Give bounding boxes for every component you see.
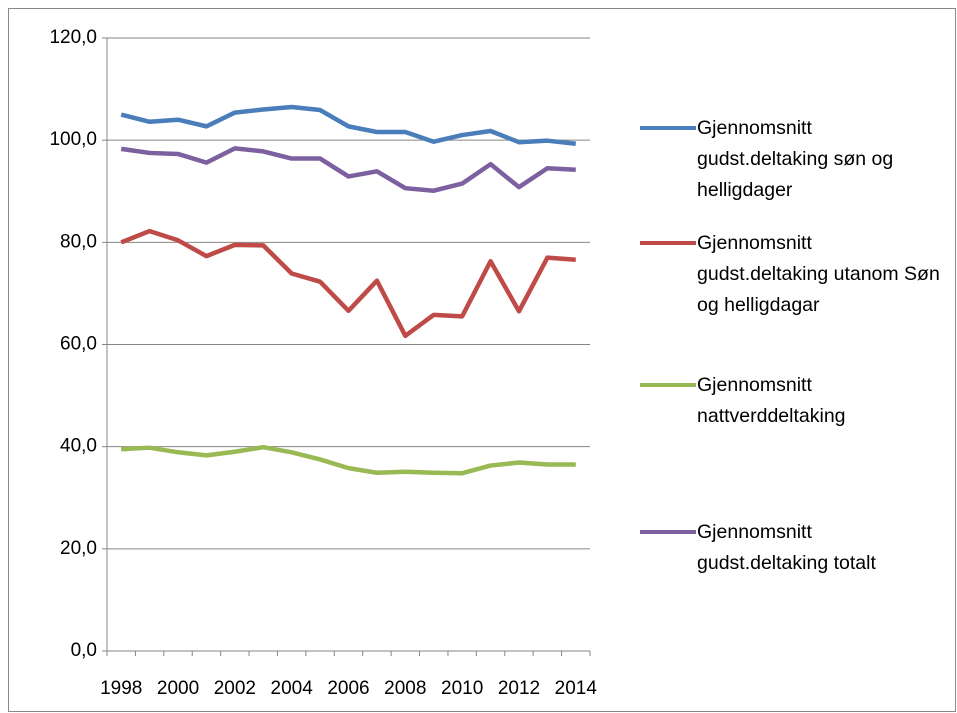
- x-tick-label: 2004: [271, 678, 314, 699]
- legend-label: Gjennomsnitt nattverddeltaking: [697, 374, 846, 427]
- legend-entry: Gjennomsnitt gudst.deltaking søn og hell…: [640, 113, 940, 206]
- legend-entry: Gjennomsnitt gudst.deltaking utanom Søn …: [640, 228, 940, 321]
- y-tick-label: 40,0: [60, 436, 97, 457]
- legend-entry: Gjennomsnitt gudst.deltaking totalt: [640, 517, 940, 579]
- series-line: [120, 146, 576, 193]
- x-tick-label: 2014: [555, 678, 598, 699]
- legend-swatch: [640, 241, 696, 245]
- y-tick-label: 0,0: [71, 640, 97, 661]
- x-tick-label: 2010: [441, 678, 483, 699]
- y-tick-label: 120,0: [49, 27, 97, 48]
- legend-label: Gjennomsnitt gudst.deltaking utanom Søn …: [697, 232, 940, 316]
- series-line: [121, 444, 576, 476]
- x-tick-label: 1998: [100, 678, 142, 699]
- legend-swatch: [640, 530, 696, 534]
- x-tick-label: 2012: [498, 678, 540, 699]
- y-tick-label: 100,0: [49, 129, 97, 150]
- legend-label: Gjennomsnitt gudst.deltaking totalt: [697, 521, 876, 574]
- y-tick-label: 20,0: [60, 538, 97, 559]
- series-line: [120, 228, 576, 339]
- legend-swatch: [640, 126, 696, 130]
- chart-border: [8, 8, 956, 712]
- x-tick-label: 2002: [214, 678, 256, 699]
- x-tick-label: 2000: [157, 678, 199, 699]
- legend-entry: Gjennomsnitt nattverddeltaking: [640, 370, 940, 432]
- series-line: [120, 104, 577, 146]
- legend-swatch: [640, 383, 696, 387]
- x-tick-label: 2006: [327, 678, 369, 699]
- y-tick-label: 80,0: [60, 231, 97, 252]
- legend-label: Gjennomsnitt gudst.deltaking søn og hell…: [697, 117, 894, 201]
- x-tick-label: 2008: [384, 678, 426, 699]
- y-tick-label: 60,0: [60, 334, 97, 355]
